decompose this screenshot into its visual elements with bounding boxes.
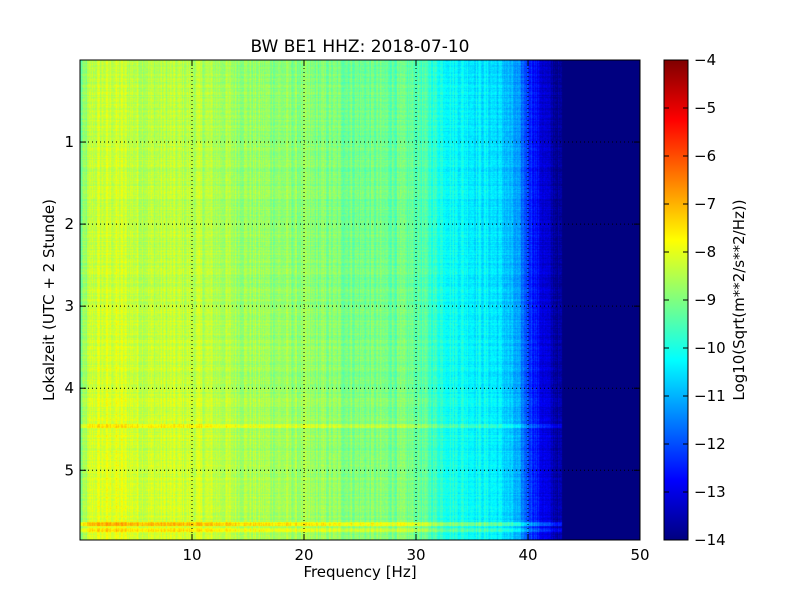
x-tick-label: 50	[630, 546, 649, 564]
heatmap-image	[80, 60, 640, 540]
x-tick-label: 40	[518, 546, 537, 564]
colorbar-tick-label: −7	[694, 195, 716, 213]
colorbar-tick-label: −5	[694, 99, 716, 117]
colorbar: −4 −5 −6 −7 −8 −9 −10 −11 −12 −13 −14 Log10(Sqrt(m…	[663, 51, 748, 549]
y-tick-label: 5	[64, 461, 74, 479]
colorbar-label: Log10(Sqrt(m**2/s**2/Hz))	[730, 199, 748, 400]
plot-frame	[79, 59, 641, 541]
colorbar-tick-label: −6	[694, 147, 716, 165]
y-tick-label: 3	[64, 297, 74, 315]
x-tick-label: 10	[182, 546, 201, 564]
y-tick-label: 2	[64, 215, 74, 233]
colorbar-tick-label: −9	[694, 291, 716, 309]
heatmap-plot-area: 10 20 30 40 50 1 2 3 4 5	[64, 59, 650, 564]
colorbar-tick-label: −13	[694, 483, 726, 501]
colorbar-tick-label: −11	[694, 387, 726, 405]
x-tick-label: 30	[406, 546, 425, 564]
colorbar-tick-label: −14	[694, 531, 726, 549]
y-tick-label: 1	[64, 133, 74, 151]
colorbar-tick-label: −10	[694, 339, 726, 357]
chart-title: BW BE1 HHZ: 2018-07-10	[250, 37, 469, 57]
colorbar-tick-label: −12	[694, 435, 726, 453]
grid-lines	[80, 60, 640, 540]
y-axis-label: Lokalzeit (UTC + 2 Stunde)	[40, 199, 58, 401]
x-axis-label: Frequency [Hz]	[303, 563, 416, 581]
x-axis: 10 20 30 40 50	[182, 60, 650, 564]
colorbar-tick-label: −4	[694, 51, 716, 69]
x-tick-label: 20	[294, 546, 313, 564]
y-axis: 1 2 3 4 5	[64, 133, 640, 479]
colorbar-ticks: −4 −5 −6 −7 −8 −9 −10 −11 −12 −13 −14	[664, 51, 726, 549]
y-tick-label: 4	[64, 379, 74, 397]
colorbar-tick-label: −8	[694, 243, 716, 261]
